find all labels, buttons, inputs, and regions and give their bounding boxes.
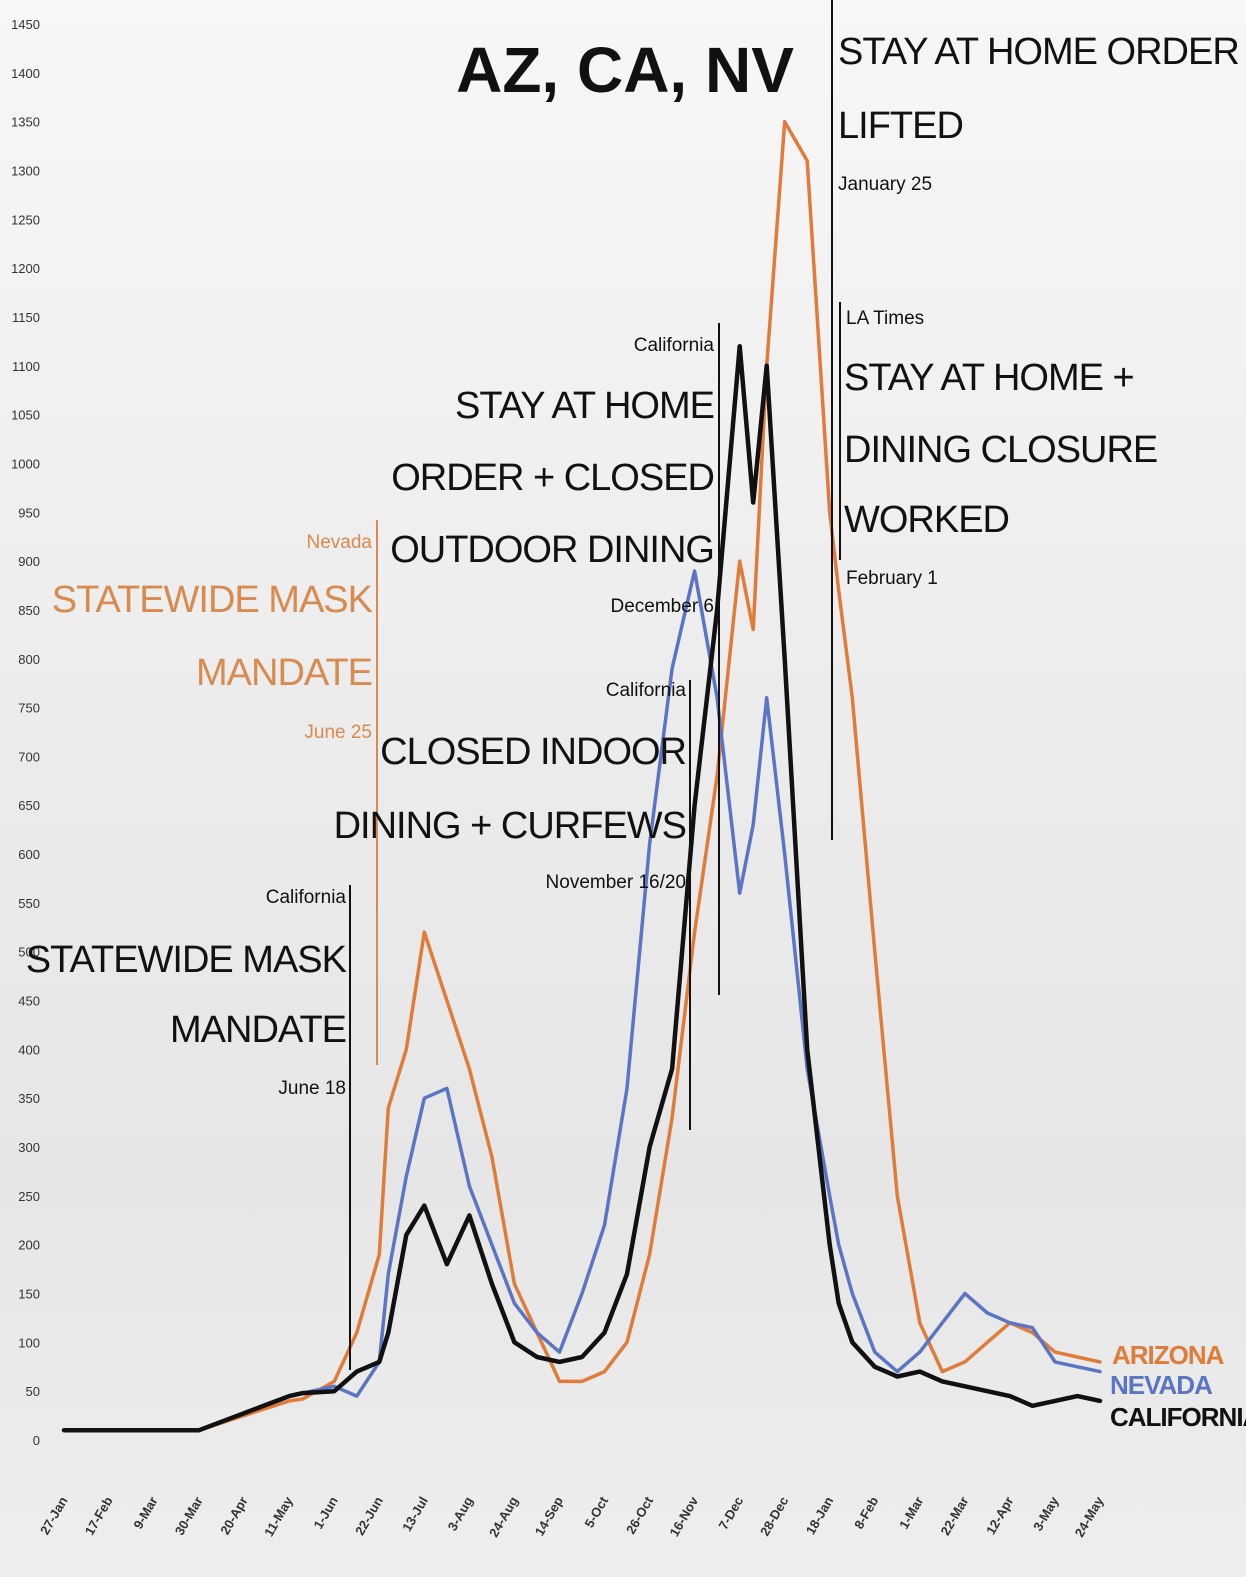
y-tick-label: 1400 [11,66,40,81]
series-lines [61,119,1103,1433]
x-tick-label: 7-Dec [716,1494,747,1532]
y-tick-label: 550 [18,896,40,911]
annotation-closed-indoor-dining: California CLOSED INDOOR DINING + CURFEW… [334,680,691,1130]
y-tick-label: 400 [18,1042,40,1057]
x-tick-label: 11-May [261,1493,296,1539]
y-tick-label: 1450 [11,17,40,32]
x-tick-label: 14-Sep [532,1494,566,1538]
legend-nevada: NEVADA [1110,1370,1213,1400]
annotation-source: LA Times [846,308,924,329]
annotation-california-mask-mandate: California STATEWIDE MASK MANDATE June 1… [26,885,351,1370]
legend-arizona: ARIZONA [1112,1340,1225,1370]
y-tick-label: 750 [18,701,40,716]
annotation-date: June 25 [304,722,372,743]
series-line-california [61,344,1103,1433]
y-tick-label: 500 [18,945,40,960]
annotation-title-line-2: MANDATE [196,652,372,694]
x-tick-label: 27-Jan [37,1494,71,1537]
x-tick-label: 20-Apr [217,1494,251,1537]
annotation-date: December 6 [611,596,715,617]
x-tick-label: 26-Oct [623,1493,657,1536]
y-tick-label: 600 [18,847,40,862]
annotation-title-line-3: OUTDOOR DINING [390,529,714,571]
series-line-nevada [62,569,1102,1432]
x-tick-label: 9-Mar [130,1494,160,1532]
y-tick-label: 1150 [12,310,40,325]
y-tick-label: 150 [18,1287,40,1302]
y-tick-label: 1350 [11,115,40,130]
y-tick-label: 100 [18,1335,40,1350]
x-tick-label: 8-Feb [851,1494,881,1532]
x-tick-label: 24-Aug [486,1494,521,1540]
x-tick-label: 18-Jan [803,1494,837,1537]
legend-california: CALIFORNIA [1110,1402,1246,1432]
annotation-title-line-3: WORKED [844,499,1009,541]
y-tick-label: 1100 [12,359,40,374]
y-tick-label: 1300 [11,163,40,178]
annotation-nevada-mask-mandate: Nevada STATEWIDE MASK MANDATE June 25 [52,520,378,1065]
annotation-la-times: LA Times STAY AT HOME + DINING CLOSURE W… [839,302,1158,589]
annotation-stay-at-home-order: California STAY AT HOME ORDER + CLOSED O… [390,323,720,995]
x-tick-label: 24-May [1072,1493,1107,1539]
y-tick-label: 350 [18,1091,40,1106]
annotation-title-line-2: MANDATE [170,1009,346,1051]
chart-title: AZ, CA, NV [456,34,794,106]
y-tick-label: 300 [18,1140,40,1155]
x-tick-label: 5-Oct [582,1493,612,1530]
y-tick-label: 1050 [11,408,40,423]
series-line-arizona [62,119,1102,1432]
annotation-title-line-2: ORDER + CLOSED [391,457,714,499]
y-tick-label: 450 [18,994,40,1009]
x-tick-label: 3-May [1030,1493,1062,1533]
y-tick-label: 50 [26,1384,40,1399]
annotation-date: November 16/20 [546,872,686,893]
annotation-title-line-1: STATEWIDE MASK [26,939,347,981]
annotation-title-line-1: STATEWIDE MASK [52,579,373,621]
y-tick-label: 950 [18,505,40,520]
annotation-state: California [606,680,687,701]
y-tick-label: 900 [18,554,40,569]
x-tick-label: 22-Jun [352,1494,386,1538]
y-axis-ticks: 0 50 100 150 200 250 300 350 400 450 500 550 600 650 7… [11,17,40,1448]
annotation-date: June 18 [278,1078,346,1099]
x-tick-label: 22-Mar [938,1494,972,1538]
x-tick-label: 3-Aug [445,1494,476,1533]
annotation-state: California [266,887,347,908]
y-tick-label: 0 [33,1433,40,1448]
annotation-title-line-2: DINING CLOSURE [844,429,1157,471]
annotation-stay-at-home-lifted: STAY AT HOME ORDER LIFTED January 25 [831,0,1240,840]
y-tick-label: 1250 [11,212,40,227]
annotation-date: January 25 [838,174,932,195]
y-tick-label: 1000 [11,456,40,471]
y-tick-label: 200 [18,1238,40,1253]
x-tick-label: 1-Mar [896,1494,926,1532]
annotation-date: February 1 [846,568,938,589]
y-tick-label: 850 [18,603,40,618]
legend: ARIZONA NEVADA CALIFORNIA [1110,1340,1246,1432]
y-tick-label: 1200 [11,261,40,276]
x-tick-label: 12-Apr [983,1494,1017,1537]
annotation-title-line-2: DINING + CURFEWS [334,805,686,847]
y-tick-label: 250 [18,1189,40,1204]
y-tick-label: 650 [18,798,40,813]
annotation-title-line-1: STAY AT HOME [455,385,714,427]
x-axis-ticks: 27-Jan 17-Feb 9-Mar 30-Mar 20-Apr 11-May 1-Jun… [37,1493,1107,1539]
x-tick-label: 1-Jun [311,1494,341,1532]
x-tick-label: 16-Nov [667,1493,702,1539]
y-tick-label: 700 [18,749,40,764]
annotation-title-line-1: CLOSED INDOOR [380,731,686,773]
annotation-title-line-1: STAY AT HOME ORDER [838,31,1239,73]
x-tick-label: 17-Feb [82,1494,116,1538]
annotation-title-line-2: LIFTED [838,105,963,147]
annotation-state: California [634,335,715,356]
x-tick-label: 13-Jul [399,1494,431,1534]
annotation-title-line-1: STAY AT HOME + [844,357,1134,399]
annotation-state: Nevada [307,532,373,553]
y-tick-label: 800 [18,652,40,667]
x-tick-label: 30-Mar [172,1494,206,1538]
x-tick-label: 28-Dec [757,1494,791,1538]
